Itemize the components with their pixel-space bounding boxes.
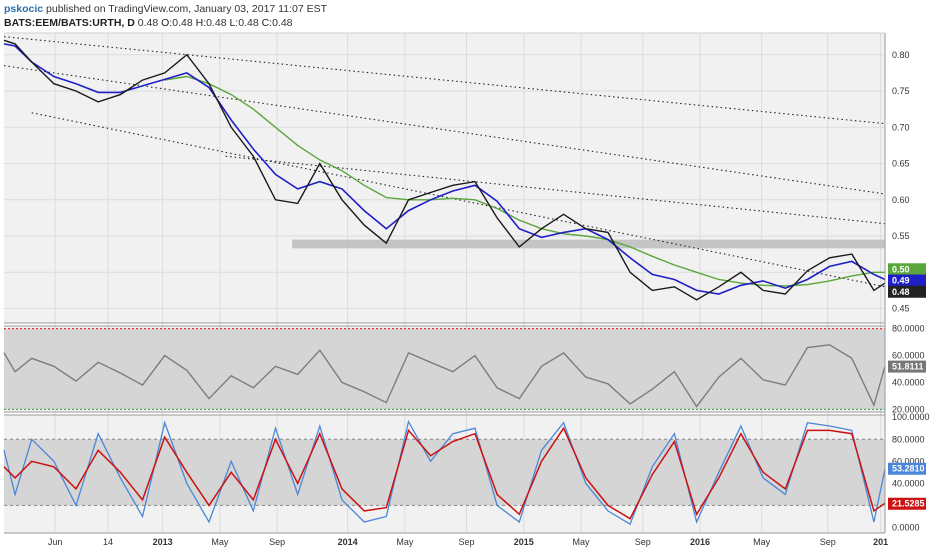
rsi-last-badge: 51.8111	[892, 362, 924, 372]
x-tick-label: Sep	[269, 537, 285, 547]
stoch-k-last-badge: 53.2810	[892, 464, 925, 474]
price-tick-label: 0.45	[892, 304, 910, 314]
stoch-d-last-badge: 21.5285	[892, 499, 925, 509]
open-label: O:	[161, 17, 173, 29]
stoch-tick-label: 100.0000	[892, 412, 930, 422]
slow-ma-last-badge: 0.50	[892, 264, 910, 274]
close-value: 0.48	[272, 17, 293, 29]
stoch-tick-label: 80.0000	[892, 434, 925, 444]
chart-header: pskocic published on TradingView.com, Ja…	[4, 2, 924, 30]
stoch-tick-label: 0.0000	[892, 522, 920, 532]
x-tick-label: Sep	[635, 537, 651, 547]
price-last-badge-bg	[888, 285, 926, 298]
stoch-d-last-badge-bg	[888, 497, 926, 510]
stoch-d-line	[3, 426, 886, 520]
rsi-band	[4, 328, 885, 410]
resistance-zone	[292, 239, 885, 249]
fast-ma-line	[3, 43, 886, 295]
open-value: 0.48	[172, 17, 193, 29]
price-tick-label: 0.75	[892, 86, 910, 96]
rsi-tick-label: 60.0000	[892, 351, 925, 361]
trend-channel-line	[31, 112, 886, 288]
price-tick-label: 0.55	[892, 231, 910, 241]
x-tick-label: 2015	[514, 537, 534, 547]
x-tick-label: 2013	[153, 537, 173, 547]
x-tick-label: Jun	[48, 537, 63, 547]
rsi-tick-label: 20.0000	[892, 404, 925, 414]
slow-ma-last-badge-bg	[888, 263, 926, 276]
x-tick-label: 2016	[690, 537, 710, 547]
low-label: L:	[229, 17, 239, 29]
x-tick-label: May	[573, 537, 591, 547]
fast-ma-last-badge-bg	[888, 274, 926, 287]
low-value: 0.48	[238, 17, 259, 29]
chart-marks	[3, 36, 886, 526]
publish-line: pskocic published on TradingView.com, Ja…	[4, 2, 924, 16]
x-tick-label: May	[396, 537, 414, 547]
stoch-tick-label: 40.0000	[892, 478, 925, 488]
rsi-tick-label: 40.0000	[892, 377, 925, 387]
stoch-k-line	[3, 419, 886, 526]
close-label: C:	[261, 17, 273, 29]
rsi-tick-label: 80.0000	[892, 324, 925, 334]
slow-ma-line	[164, 75, 885, 287]
stoch-k-last-badge-bg	[888, 462, 926, 475]
x-tick-label: Sep	[459, 537, 475, 547]
chart-axis: 0.80 0.75 0.70 0.65 0.60 0.55 0.50 0.45 80.0000 6…	[4, 32, 930, 547]
x-tick-label: 2014	[338, 537, 358, 547]
price-panel-bg	[4, 33, 885, 323]
x-tick-label: Sep	[820, 537, 836, 547]
price-tick-label: 0.80	[892, 50, 910, 60]
symbol-label: BATS:EEM/BATS:URTH, D	[4, 17, 135, 29]
symbol-line: BATS:EEM/BATS:URTH, D 0.48 O:0.48 H:0.48…	[4, 16, 924, 30]
x-tick-label: May	[753, 537, 771, 547]
high-value: 0.48	[206, 17, 227, 29]
high-label: H:	[195, 17, 207, 29]
stoch-tick-label: 60.0000	[892, 456, 925, 466]
rsi-line	[3, 344, 886, 408]
x-tick-label: May	[211, 537, 229, 547]
price-tick-label: 0.70	[892, 122, 910, 132]
publish-info: published on TradingView.com, January 03…	[46, 3, 327, 15]
x-tick-label: 14	[103, 537, 113, 547]
x-tick-label: 201	[873, 537, 888, 547]
price-last-badge: 0.48	[892, 287, 910, 297]
author-link[interactable]: pskocic	[4, 3, 44, 15]
stoch-band	[4, 439, 885, 506]
price-line	[3, 39, 886, 301]
rsi-last-badge-bg	[888, 360, 926, 373]
price-tick-label: 0.60	[892, 195, 910, 205]
price-tick-label: 0.65	[892, 159, 910, 169]
fast-ma-last-badge: 0.49	[892, 276, 910, 286]
last-price: 0.48	[137, 17, 159, 29]
